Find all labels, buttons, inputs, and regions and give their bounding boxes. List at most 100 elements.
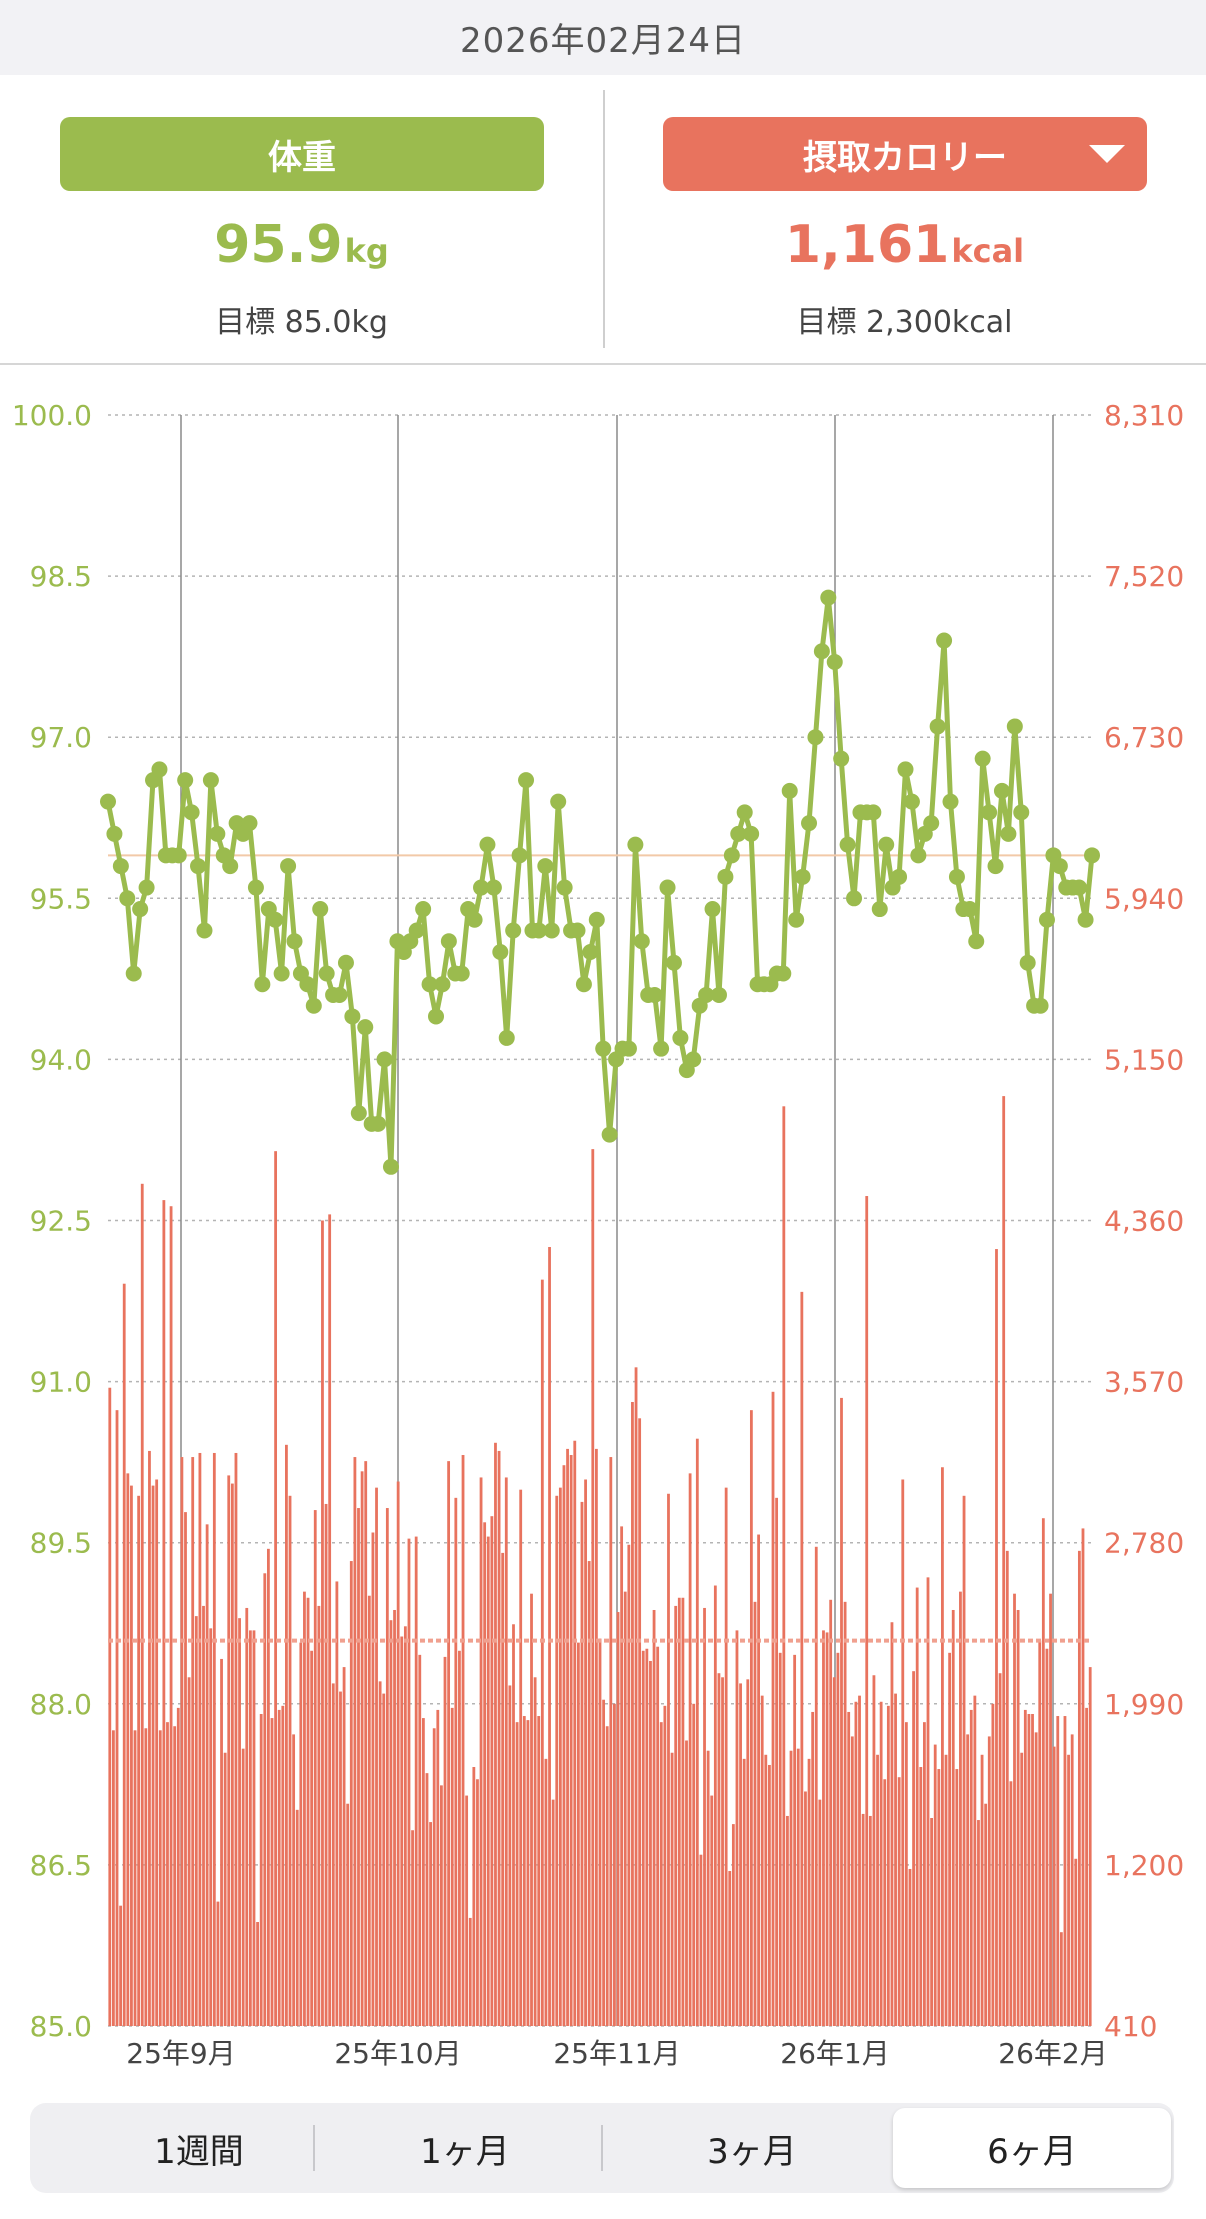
weight-point bbox=[948, 868, 965, 885]
calorie-bar bbox=[555, 1495, 559, 2026]
segment-1-week[interactable]: 1週間 bbox=[154, 2131, 244, 2172]
weight-point bbox=[350, 1105, 367, 1122]
calorie-bar bbox=[825, 1632, 829, 2026]
calorie-bar bbox=[205, 1524, 209, 2026]
calorie-bar bbox=[897, 1777, 901, 2026]
weight-point bbox=[704, 901, 721, 918]
calorie-bar bbox=[108, 1387, 112, 2026]
calorie-bar bbox=[378, 1681, 382, 2026]
calorie-bar bbox=[544, 1758, 548, 2026]
segment-3-months[interactable]: 3ヶ月 bbox=[707, 2131, 797, 2172]
calorie-bar bbox=[822, 1630, 825, 2026]
calorie-bar bbox=[486, 1536, 490, 2026]
weight-point bbox=[993, 782, 1010, 799]
weight-point bbox=[498, 1029, 515, 1046]
calorie-bar bbox=[335, 1581, 339, 2026]
calorie-bar bbox=[299, 1642, 303, 2026]
calorie-bar bbox=[692, 1703, 696, 2026]
left-axis-tick-label: 91.0 bbox=[30, 1366, 92, 1399]
x-axis-tick-label: 25年11月 bbox=[553, 2037, 680, 2070]
calorie-bar bbox=[533, 1677, 537, 2026]
calorie-bar bbox=[248, 1630, 252, 2026]
weight-point bbox=[485, 879, 502, 896]
calorie-bar bbox=[1067, 1754, 1070, 2026]
weight-point bbox=[588, 911, 605, 928]
weight-point bbox=[685, 1051, 702, 1068]
calorie-bar bbox=[969, 1709, 973, 2026]
weight-point bbox=[138, 879, 155, 896]
left-axis-tick-label: 88.0 bbox=[30, 1688, 92, 1721]
calorie-bar bbox=[1063, 1716, 1067, 2026]
calorie-bar bbox=[814, 1546, 818, 2026]
weight-point bbox=[190, 858, 207, 875]
weight-metric-button[interactable]: 体重 bbox=[60, 117, 544, 191]
weight-point bbox=[518, 772, 535, 789]
weight-label: 体重 bbox=[268, 137, 336, 178]
calorie-bar bbox=[223, 1752, 227, 2026]
calorie-bar bbox=[840, 1397, 843, 2026]
segment-1-month[interactable]: 1ヶ月 bbox=[420, 2131, 510, 2172]
calorie-bar bbox=[991, 1703, 995, 2026]
segment-6-months[interactable]: 6ヶ月 bbox=[893, 2108, 1171, 2188]
calorie-bar bbox=[591, 1149, 595, 2026]
weight-point bbox=[170, 847, 187, 864]
calorie-bar bbox=[454, 1497, 458, 2026]
calorie-bar bbox=[220, 1658, 223, 2026]
right-axis-tick-label: 3,570 bbox=[1104, 1366, 1184, 1399]
calorie-bar bbox=[508, 1685, 512, 2026]
weight-point bbox=[280, 858, 297, 875]
calorie-bar bbox=[984, 1803, 988, 2026]
weight-point bbox=[871, 901, 888, 918]
calorie-bar bbox=[234, 1452, 238, 2026]
calorie-bar bbox=[634, 1367, 638, 2026]
calorie-bar bbox=[623, 1591, 627, 2026]
calorie-bar bbox=[418, 1654, 422, 2026]
chart-area[interactable]: 100.0 98.5 97.0 95.5 94.0 92.5 91.0 89.5 88.0 86.… bbox=[0, 363, 1206, 2070]
calorie-bar bbox=[602, 1699, 606, 2026]
calorie-bar bbox=[465, 1795, 469, 2026]
calorie-bar bbox=[472, 1767, 476, 2026]
calorie-bar bbox=[1023, 1709, 1027, 2026]
calorie-bar bbox=[760, 1695, 764, 2026]
calorie-bar bbox=[1049, 1593, 1052, 2026]
calorie-bar bbox=[407, 1538, 411, 2026]
calorie-bar bbox=[699, 1854, 703, 2026]
weight-unit: kg bbox=[344, 232, 389, 270]
calorie-bar bbox=[440, 1785, 443, 2026]
summary-panel: 体重 95.9kg 目標 85.0kg 摂取カロリー 1,161kcal 目標 … bbox=[0, 75, 1206, 365]
calorie-bar bbox=[263, 1573, 267, 2026]
weight-calorie-chart[interactable]: 100.0 98.5 97.0 95.5 94.0 92.5 91.0 89.5 88.0 86.… bbox=[0, 363, 1206, 2070]
calorie-bar bbox=[328, 1214, 332, 2026]
calorie-bar bbox=[652, 1609, 656, 2026]
weight-point bbox=[942, 793, 959, 810]
weight-point bbox=[575, 976, 592, 993]
calorie-bar bbox=[562, 1465, 566, 2026]
weight-point bbox=[672, 1029, 689, 1046]
weight-point bbox=[466, 911, 483, 928]
calorie-bar bbox=[685, 1740, 688, 2026]
left-axis-tick-label: 86.5 bbox=[30, 1849, 92, 1882]
calorie-bar bbox=[872, 1675, 876, 2026]
calorie-bar bbox=[829, 1599, 833, 2026]
weight-panel: 体重 95.9kg 目標 85.0kg bbox=[0, 75, 603, 363]
calorie-bar bbox=[137, 1495, 141, 2026]
calorie-bar bbox=[681, 1597, 685, 2026]
calorie-bar bbox=[166, 1722, 169, 2026]
calorie-bar bbox=[140, 1183, 144, 2026]
weight-point bbox=[202, 772, 219, 789]
calorie-bar bbox=[450, 1707, 454, 2026]
weight-point bbox=[1013, 804, 1030, 821]
calorie-bar bbox=[504, 1477, 508, 2026]
calorie-bar bbox=[627, 1544, 631, 2026]
calorie-metric-dropdown[interactable]: 摂取カロリー bbox=[663, 117, 1147, 191]
weight-point bbox=[273, 965, 290, 982]
calorie-bar bbox=[421, 1718, 425, 2026]
calorie-bar bbox=[1034, 1732, 1038, 2026]
calorie-bar bbox=[930, 1817, 934, 2026]
weight-point bbox=[337, 954, 354, 971]
calorie-bar bbox=[158, 1730, 162, 2026]
calorie-bar bbox=[584, 1479, 587, 2026]
calorie-bar bbox=[894, 1693, 897, 2026]
calorie-bar bbox=[1056, 1716, 1060, 2026]
weight-point bbox=[550, 793, 567, 810]
